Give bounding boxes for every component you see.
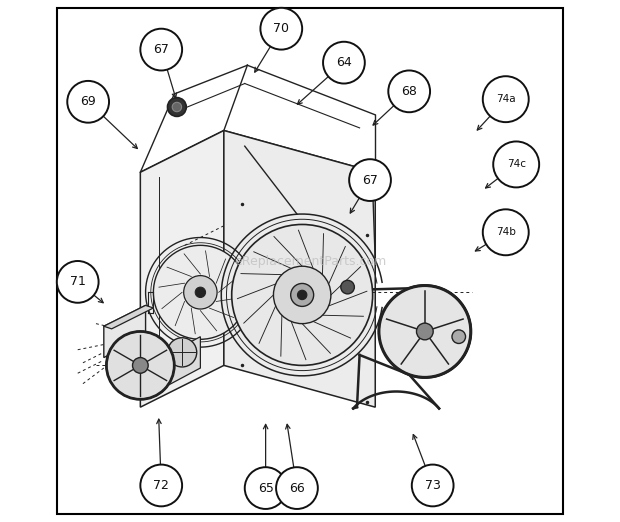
Text: 65: 65 [258,482,273,494]
Circle shape [140,29,182,70]
Polygon shape [104,305,146,358]
Circle shape [379,286,471,377]
Polygon shape [140,130,375,211]
Circle shape [483,76,529,122]
Circle shape [298,290,307,300]
Circle shape [68,81,109,123]
Circle shape [167,338,197,367]
Text: 67: 67 [362,174,378,186]
Circle shape [276,467,318,509]
Text: 70: 70 [273,22,290,35]
Text: eReplacementParts.com: eReplacementParts.com [234,255,386,267]
Circle shape [388,70,430,112]
Circle shape [412,465,454,506]
Text: 71: 71 [70,276,86,288]
Circle shape [195,287,206,298]
Circle shape [167,98,186,116]
Text: 69: 69 [80,96,96,108]
Circle shape [349,159,391,201]
Circle shape [153,245,247,339]
Circle shape [232,224,373,365]
Circle shape [107,331,174,399]
Circle shape [133,358,148,373]
Circle shape [323,42,365,84]
Text: 64: 64 [336,56,352,69]
Polygon shape [161,337,200,389]
Text: 73: 73 [425,479,441,492]
Text: 72: 72 [153,479,169,492]
Circle shape [417,323,433,340]
Circle shape [273,266,331,324]
Circle shape [260,8,302,50]
Text: 66: 66 [289,482,305,494]
Circle shape [452,330,466,343]
Circle shape [291,283,314,306]
Circle shape [494,141,539,187]
Text: 74a: 74a [496,94,516,104]
Circle shape [172,102,182,112]
Circle shape [140,465,182,506]
Circle shape [57,261,99,303]
Polygon shape [104,305,153,329]
Polygon shape [140,130,224,407]
Circle shape [483,209,529,255]
Text: 67: 67 [153,43,169,56]
Circle shape [245,467,286,509]
Text: 68: 68 [401,85,417,98]
Text: 74c: 74c [507,159,526,170]
Circle shape [341,280,355,294]
Polygon shape [224,130,375,407]
Text: 74b: 74b [496,227,516,238]
Circle shape [184,276,217,309]
